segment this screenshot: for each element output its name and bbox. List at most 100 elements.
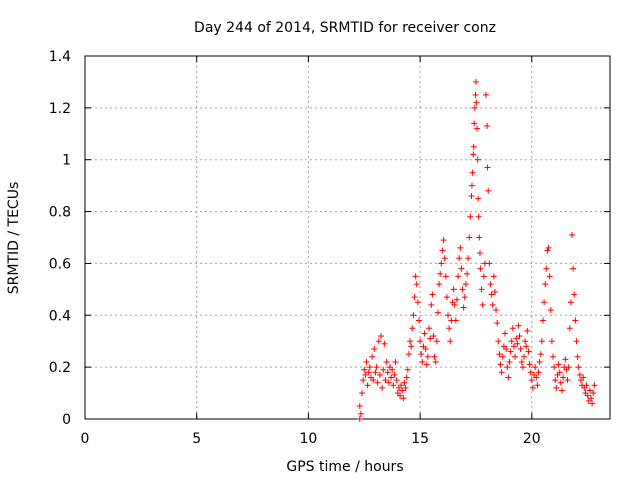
- data-point: [456, 255, 463, 262]
- data-point: [493, 307, 500, 314]
- data-point: [552, 377, 559, 384]
- data-point: [389, 366, 396, 373]
- data-point: [370, 377, 377, 384]
- data-point: [532, 364, 539, 371]
- data-point: [586, 387, 593, 394]
- data-point: [360, 377, 367, 384]
- data-point: [588, 395, 595, 402]
- y-tick-label: 1.2: [49, 101, 71, 117]
- data-point: [433, 338, 440, 345]
- data-point: [468, 193, 475, 200]
- data-point: [502, 330, 508, 337]
- data-point: [480, 273, 487, 280]
- data-point: [485, 187, 492, 194]
- data-point: [446, 325, 453, 332]
- data-point: [382, 377, 389, 384]
- data-point: [451, 301, 458, 308]
- data-point: [436, 281, 443, 288]
- data-point: [426, 325, 433, 332]
- data-point: [385, 379, 392, 386]
- data-point: [453, 296, 460, 303]
- data-point: [510, 343, 517, 350]
- data-point: [557, 379, 564, 386]
- data-point: [372, 369, 379, 376]
- data-point: [535, 369, 542, 376]
- data-point: [591, 382, 598, 389]
- data-point: [513, 335, 520, 342]
- data-point: [404, 366, 411, 373]
- data-point: [469, 169, 476, 176]
- data-point: [362, 371, 369, 378]
- data-point: [390, 382, 397, 389]
- data-point: [374, 379, 381, 386]
- data-point: [516, 333, 523, 340]
- data-point: [567, 299, 574, 306]
- data-point: [388, 374, 395, 381]
- data-point: [412, 273, 419, 280]
- data-point: [417, 338, 424, 345]
- data-point: [466, 234, 473, 241]
- data-point: [475, 213, 482, 220]
- x-tick-label: 15: [411, 431, 429, 447]
- data-point: [580, 374, 587, 381]
- data-point: [472, 78, 479, 85]
- data-point: [573, 338, 580, 345]
- data-point: [405, 351, 412, 358]
- data-point: [363, 358, 370, 365]
- data-point: [574, 353, 581, 360]
- data-point: [479, 301, 486, 308]
- x-tick-label: 0: [81, 431, 90, 447]
- data-point: [391, 371, 398, 378]
- data-point: [400, 395, 407, 402]
- data-point: [536, 358, 543, 365]
- data-point: [476, 234, 483, 241]
- data-point: [519, 364, 526, 371]
- data-point: [459, 286, 466, 293]
- data-point: [378, 333, 385, 340]
- y-tick-label: 0.8: [49, 205, 71, 221]
- data-point: [384, 369, 391, 376]
- plot-frame: [84, 55, 611, 420]
- data-point: [441, 255, 448, 262]
- data-point: [533, 374, 540, 381]
- data-point: [590, 390, 597, 397]
- data-point: [376, 371, 383, 378]
- data-point: [539, 317, 546, 324]
- data-point: [476, 250, 483, 257]
- data-point: [379, 384, 386, 391]
- data-point: [523, 343, 530, 350]
- data-point: [443, 294, 450, 301]
- data-point: [527, 369, 534, 376]
- data-point: [364, 382, 371, 389]
- data-point: [524, 327, 531, 334]
- y-tick-label: 0.2: [49, 360, 71, 376]
- data-point: [438, 260, 445, 267]
- data-point: [528, 377, 535, 384]
- data-point: [475, 195, 482, 202]
- data-point: [452, 317, 459, 324]
- data-point: [471, 104, 478, 111]
- data-point: [470, 143, 477, 150]
- data-point: [543, 265, 550, 272]
- data-point: [529, 384, 536, 391]
- data-point: [413, 281, 420, 288]
- y-tick-label: 1: [62, 153, 71, 169]
- data-point: [356, 403, 363, 410]
- data-point: [497, 361, 504, 368]
- data-point: [397, 392, 403, 399]
- data-point: [584, 392, 591, 399]
- y-tick-label: 0.4: [49, 308, 71, 324]
- data-point: [467, 213, 474, 220]
- data-point: [486, 260, 493, 267]
- data-point: [509, 325, 516, 332]
- data-point: [408, 343, 415, 350]
- data-point: [399, 387, 406, 394]
- data-point: [410, 312, 417, 319]
- data-point: [430, 333, 437, 340]
- data-point: [421, 330, 428, 337]
- data-point: [356, 416, 363, 422]
- data-point: [503, 345, 510, 352]
- data-point: [572, 317, 579, 324]
- data-point: [429, 291, 436, 298]
